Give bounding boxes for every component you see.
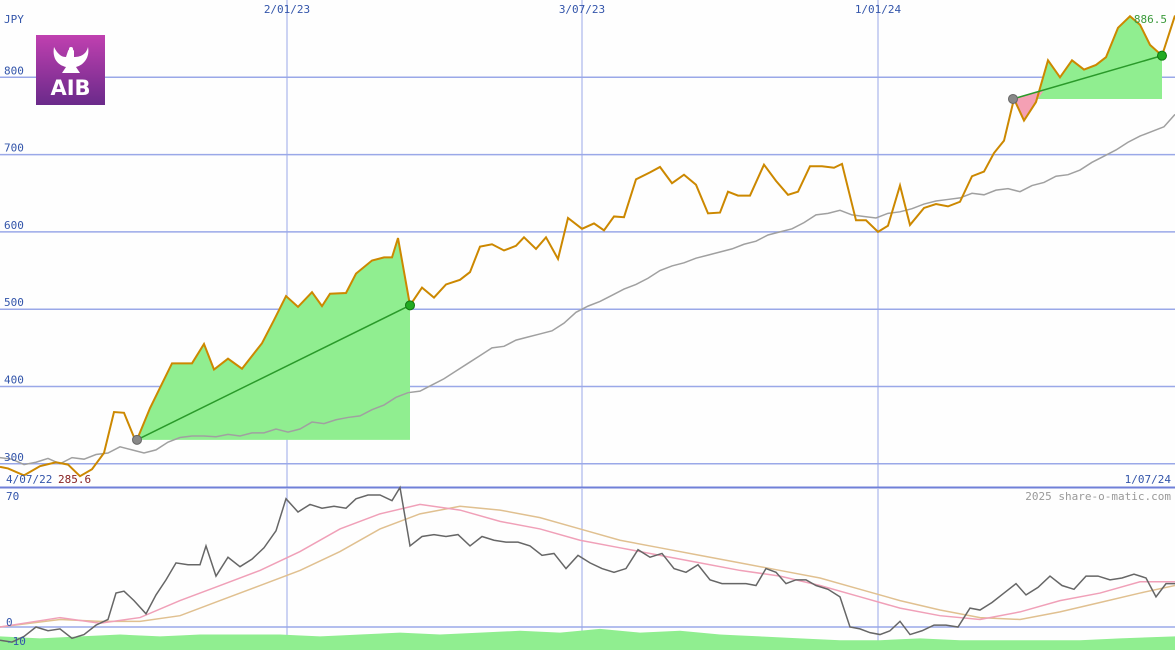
gain-region xyxy=(1013,16,1162,99)
start-date-label: 4/07/22 xyxy=(6,473,52,486)
trend-start-marker xyxy=(1008,93,1018,104)
min-value-label: 285.6 xyxy=(58,473,91,486)
momentum-line xyxy=(0,485,1175,643)
lower-y-tick-label: 0 xyxy=(6,616,13,629)
trend-end-marker xyxy=(1157,50,1167,61)
x-tick-label: 1/01/24 xyxy=(855,3,902,16)
end-date-label: 1/07/24 xyxy=(1125,473,1172,486)
y-tick-label: 700 xyxy=(4,142,24,155)
volume-area xyxy=(0,628,1175,650)
lower-y-tick-label: -10 xyxy=(6,635,26,648)
currency-label: JPY xyxy=(4,13,24,26)
price-line xyxy=(0,14,1175,478)
bird-head xyxy=(69,47,73,51)
y-tick-label: 300 xyxy=(4,451,24,464)
trend-start-marker xyxy=(132,434,142,445)
y-tick-label: 600 xyxy=(4,219,24,232)
last-value-label: 886.5 xyxy=(1134,13,1167,26)
copyright-label: 2025 share-o-matic.com xyxy=(1025,490,1171,503)
trend-end-marker xyxy=(405,300,415,311)
x-tick-label: 3/07/23 xyxy=(559,3,605,16)
y-tick-label: 400 xyxy=(4,374,24,387)
bird-icon xyxy=(53,47,89,73)
fast-average-line xyxy=(0,503,1175,628)
index-line xyxy=(0,113,1175,466)
y-tick-label: 500 xyxy=(4,296,24,309)
logo-text: AIB xyxy=(50,76,90,100)
lower-y-tick-label: 70 xyxy=(6,490,19,503)
logo: AIB xyxy=(36,35,105,105)
gain-region xyxy=(137,238,410,440)
trend-line xyxy=(136,304,411,441)
trend-line xyxy=(1012,54,1163,100)
x-tick-label: 2/01/23 xyxy=(264,3,310,16)
y-tick-label: 800 xyxy=(4,64,24,77)
bird-body xyxy=(53,47,89,73)
